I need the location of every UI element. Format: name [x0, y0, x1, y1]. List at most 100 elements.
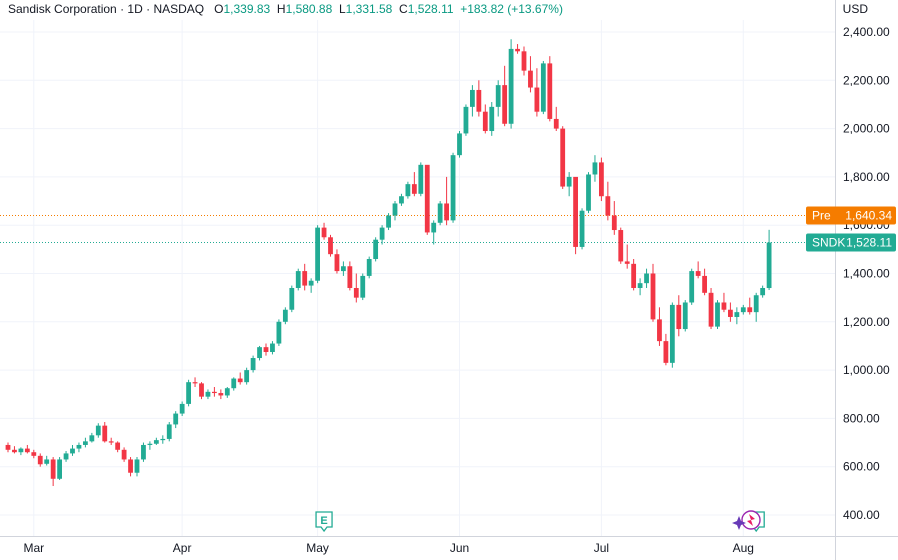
candle-body[interactable] [250, 358, 256, 371]
candle-body[interactable] [212, 391, 217, 394]
candle-body[interactable] [579, 210, 585, 247]
candle-body[interactable] [747, 307, 753, 313]
candle-body[interactable] [669, 304, 675, 363]
candle-body[interactable] [186, 382, 191, 404]
candle-body[interactable] [495, 85, 501, 107]
candle-body[interactable] [573, 176, 578, 247]
candle-body[interactable] [676, 304, 682, 330]
candle-body[interactable] [702, 275, 707, 293]
earnings-icon[interactable] [315, 511, 333, 533]
candle-body[interactable] [50, 459, 56, 479]
candle-body[interactable] [457, 133, 462, 156]
candle-body[interactable] [560, 128, 566, 187]
candle-body[interactable] [379, 227, 385, 240]
candle-body[interactable] [489, 106, 495, 132]
candle-body[interactable] [270, 343, 275, 352]
candle-body[interactable] [24, 448, 30, 453]
candle-body[interactable] [31, 452, 37, 456]
candle-body[interactable] [631, 263, 637, 288]
candle-body[interactable] [37, 455, 43, 465]
candle-body[interactable] [282, 309, 288, 322]
candle-body[interactable] [44, 459, 50, 464]
candle-body[interactable] [179, 403, 185, 414]
candle-body[interactable] [160, 438, 166, 441]
candle-body[interactable] [708, 292, 714, 327]
candle-body[interactable] [399, 196, 404, 204]
candle-body[interactable] [521, 51, 527, 71]
candle-body[interactable] [450, 155, 456, 221]
candle-body[interactable] [534, 87, 540, 112]
candle-body[interactable] [586, 174, 591, 211]
candle-body[interactable] [321, 227, 327, 238]
candle-body[interactable] [592, 162, 598, 175]
candle-body[interactable] [302, 271, 308, 286]
candle-body[interactable] [470, 89, 475, 107]
candle-body[interactable] [199, 383, 204, 397]
candle-body[interactable] [224, 388, 230, 396]
currency-label[interactable]: USD [842, 2, 868, 16]
candle-body[interactable] [63, 453, 69, 460]
candle-body[interactable] [424, 164, 430, 233]
candle-body[interactable] [605, 196, 611, 216]
candle-body[interactable] [515, 48, 520, 52]
candle-body[interactable] [166, 424, 172, 439]
candle-body[interactable] [411, 184, 417, 194]
candle-body[interactable] [695, 271, 701, 276]
candle-body[interactable] [611, 215, 617, 231]
candle-body[interactable] [644, 273, 649, 284]
candle-body[interactable] [444, 203, 449, 221]
candle-body[interactable] [528, 70, 533, 88]
candle-body[interactable] [218, 393, 224, 396]
candle-body[interactable] [437, 203, 443, 223]
candle-body[interactable] [663, 341, 669, 363]
candle-body[interactable] [657, 319, 662, 342]
candle-body[interactable] [347, 266, 353, 288]
candle-body[interactable] [540, 63, 546, 112]
candle-body[interactable] [18, 448, 24, 453]
candle-body[interactable] [502, 85, 508, 124]
candle-body[interactable] [95, 425, 101, 436]
candle-body[interactable] [289, 287, 295, 310]
candle-body[interactable] [766, 242, 772, 289]
candle-body[interactable] [70, 448, 75, 454]
candle-body[interactable] [431, 222, 437, 233]
candle-body[interactable] [5, 444, 11, 450]
candle-body[interactable] [740, 307, 746, 313]
candle-body[interactable] [276, 321, 282, 344]
candle-body[interactable] [341, 266, 346, 272]
event-icon[interactable] [741, 510, 761, 530]
candle-body[interactable] [115, 442, 121, 450]
candle-body[interactable] [205, 391, 211, 397]
candle-body[interactable] [102, 425, 108, 442]
candle-body[interactable] [57, 459, 62, 479]
candle-body[interactable] [463, 106, 469, 134]
candle-body[interactable] [715, 302, 720, 327]
candle-body[interactable] [83, 441, 88, 445]
candle-body[interactable] [476, 89, 482, 112]
candle-body[interactable] [244, 370, 250, 383]
candle-body[interactable] [237, 378, 243, 383]
candle-body[interactable] [173, 413, 179, 425]
candle-body[interactable] [682, 302, 688, 330]
candle-body[interactable] [553, 118, 559, 129]
pre-market-price-badge[interactable] [806, 206, 896, 225]
candle-body[interactable] [128, 459, 133, 473]
candle-body[interactable] [650, 273, 656, 320]
candle-body[interactable] [508, 48, 514, 124]
candle-body[interactable] [353, 287, 359, 298]
candle-body[interactable] [76, 444, 82, 449]
candle-body[interactable] [366, 259, 372, 276]
candle-body[interactable] [405, 184, 411, 197]
candle-body[interactable] [721, 302, 727, 310]
candle-body[interactable] [360, 275, 366, 298]
candle-body[interactable] [618, 230, 624, 262]
candle-body[interactable] [134, 459, 140, 473]
candle-body[interactable] [637, 283, 643, 288]
candle-body[interactable] [147, 443, 153, 445]
candle-body[interactable] [263, 347, 269, 352]
candle-body[interactable] [386, 215, 391, 228]
candle-body[interactable] [760, 287, 766, 296]
candle-body[interactable] [141, 444, 146, 460]
candle-body[interactable] [599, 162, 604, 197]
